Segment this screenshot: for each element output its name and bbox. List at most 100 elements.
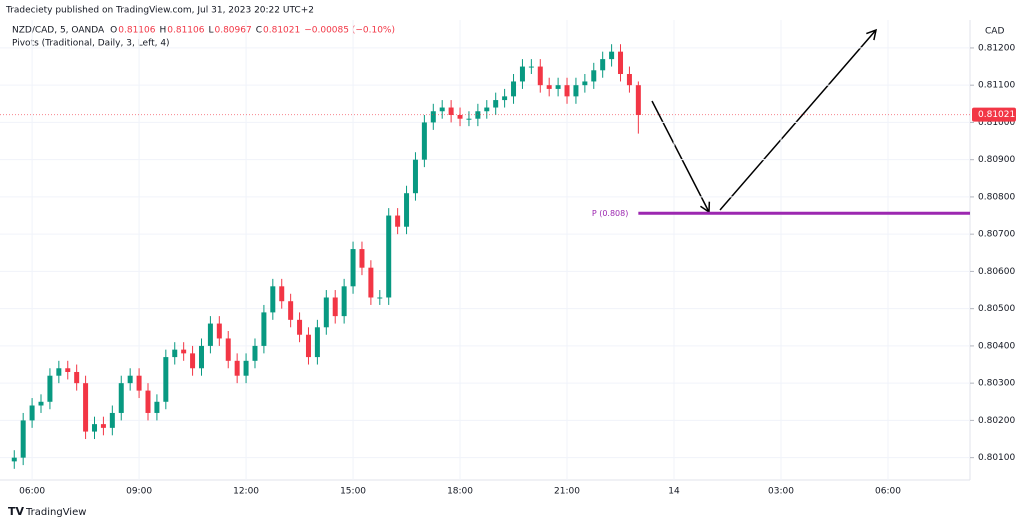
candle-body [154, 401, 160, 413]
candle-body [493, 100, 499, 108]
candle-body [47, 375, 53, 402]
candle-body [564, 85, 570, 97]
candle-body [270, 286, 276, 313]
ohlc-label: O [110, 26, 117, 36]
candle-body [555, 85, 561, 89]
candle-body [377, 297, 383, 299]
ohlc-label: C [256, 26, 262, 36]
candle-body [279, 286, 285, 302]
indicator: Pivots (Traditional, Daily, 3, Left, 4) [12, 39, 170, 49]
candle-body [626, 74, 632, 86]
last-price-label: 0.81021 [978, 110, 1015, 120]
candle-body [484, 107, 490, 112]
candle-body [386, 215, 392, 298]
candle-body [11, 457, 17, 462]
candle-body [368, 267, 374, 298]
candle-body [412, 159, 418, 194]
symbol: NZD/CAD, 5, OANDA [12, 26, 105, 36]
y-tick-label: 0.80400 [978, 341, 1015, 351]
logo-mark: TV [8, 505, 25, 518]
candle-body [359, 249, 365, 268]
candle-body [297, 319, 303, 335]
currency: CAD [985, 27, 1004, 37]
candle-body [528, 66, 534, 68]
candle-body [252, 345, 258, 361]
candle-body [350, 249, 356, 287]
candle-body [216, 323, 222, 339]
candle-body [466, 118, 472, 120]
arrow-up [719, 28, 878, 211]
candle-body [65, 368, 71, 372]
candle-body [448, 107, 454, 115]
y-tick-label: 0.80100 [978, 453, 1015, 463]
candle-body [145, 390, 151, 413]
y-tick-label: 0.81100 [978, 81, 1015, 91]
candle-body [635, 85, 641, 115]
candle-body [421, 122, 427, 160]
candle-body [439, 107, 445, 112]
y-tick-label: 0.81000 [978, 118, 1015, 128]
candle-body [136, 375, 142, 391]
y-tick-label: 0.81200 [978, 43, 1015, 53]
candle-body [457, 114, 463, 119]
candle-body [163, 357, 169, 402]
ohlc-value: 0.81106 [118, 26, 155, 36]
candle-body [181, 349, 187, 354]
last-price-badge [972, 107, 1016, 122]
candle-body [332, 297, 338, 317]
arrow-down [651, 100, 711, 214]
x-tick-label: 18:00 [447, 487, 473, 497]
y-tick-label: 0.80700 [978, 230, 1015, 240]
change: −0.00085 (−0.10%) [304, 26, 395, 36]
y-tick-label: 0.80300 [978, 379, 1015, 389]
candle-body [591, 70, 597, 82]
candle-body [198, 345, 204, 369]
y-tick-label: 0.80600 [978, 267, 1015, 277]
candle-body [288, 301, 294, 320]
candle-body [74, 371, 80, 384]
y-tick-label: 0.80200 [978, 416, 1015, 426]
candle-body [546, 85, 552, 89]
candle-body [234, 360, 240, 376]
candle-body [404, 193, 410, 227]
candle-body [190, 353, 196, 369]
candle-body [261, 312, 267, 346]
ohlc-label: H [159, 26, 166, 36]
candle-body [323, 297, 329, 328]
brand: TradingView [25, 507, 86, 518]
candle-body [225, 338, 231, 361]
candle-body [519, 66, 525, 82]
candle-body [314, 327, 320, 358]
ohlc-value: 0.80967 [214, 26, 251, 36]
x-tick-label: 14 [668, 487, 680, 497]
candle-body [109, 412, 115, 428]
candle-body [537, 66, 543, 86]
x-tick-label: 21:00 [554, 487, 580, 497]
candle-body [618, 51, 624, 75]
candle-body [127, 375, 133, 384]
candle-body [573, 85, 579, 97]
ohlc-value: 0.81106 [167, 26, 204, 36]
candle-body [305, 334, 311, 358]
candle-body [341, 286, 347, 317]
x-tick-label: 03:00 [768, 487, 794, 497]
candle-body [92, 424, 98, 432]
candle-body [20, 420, 26, 458]
y-tick-label: 0.80800 [978, 192, 1015, 202]
candle-body [83, 383, 89, 432]
candle-body [172, 349, 178, 358]
ohlc-value: 0.81021 [263, 26, 300, 36]
x-tick-label: 12:00 [233, 487, 259, 497]
candle-body [29, 405, 35, 421]
y-tick-label: 0.80500 [978, 304, 1015, 314]
candle-body [582, 81, 588, 86]
x-tick-label: 15:00 [340, 487, 366, 497]
candle-body [395, 215, 401, 227]
candle-body [243, 360, 249, 376]
x-tick-label: 06:00 [19, 487, 45, 497]
pivot-label: P (0.808) [592, 209, 629, 218]
candle-body [600, 59, 606, 71]
x-tick-label: 06:00 [875, 487, 901, 497]
